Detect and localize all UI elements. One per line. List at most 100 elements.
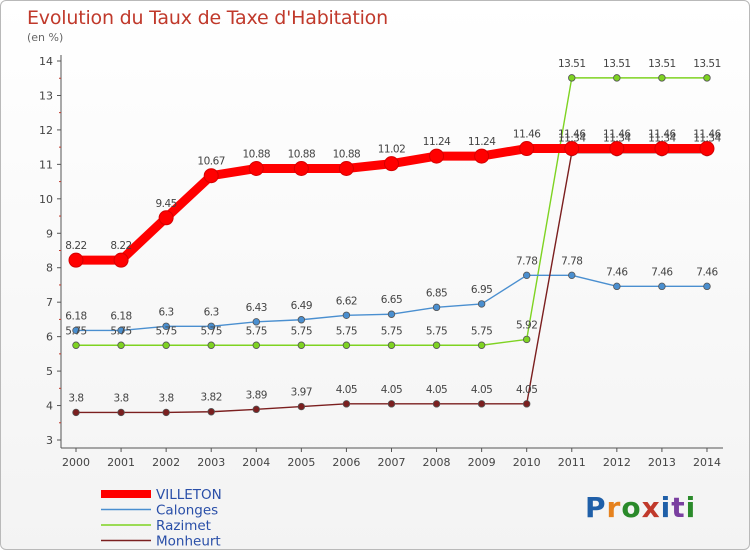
y-tick-label: 12 bbox=[39, 124, 53, 137]
data-point-razimet bbox=[613, 74, 621, 82]
data-point-razimet bbox=[523, 335, 531, 344]
data-label-monheurt: 11.34 bbox=[603, 133, 631, 145]
logo-letter: t bbox=[671, 491, 686, 524]
data-point-razimet bbox=[162, 341, 170, 349]
data-label-razimet: 5.75 bbox=[155, 325, 176, 337]
x-tick-label: 2014 bbox=[693, 456, 721, 469]
data-point-monheurt bbox=[117, 408, 125, 417]
logo-letter: o bbox=[621, 491, 642, 524]
data-label-monheurt: 4.05 bbox=[516, 384, 537, 396]
data-label-villeton: 11.46 bbox=[603, 129, 631, 141]
data-point-villeton bbox=[338, 160, 354, 176]
legend-label-monheurt: Monheurt bbox=[156, 534, 221, 550]
data-point-monheurt bbox=[342, 400, 351, 408]
data-point-calonges bbox=[432, 303, 441, 312]
data-label-calonges: 6.62 bbox=[336, 295, 357, 307]
data-point-villeton bbox=[699, 141, 715, 157]
data-label-calonges: 6.18 bbox=[65, 310, 86, 322]
x-tick-label: 2000 bbox=[62, 456, 90, 469]
data-label-calonges: 7.46 bbox=[651, 266, 673, 278]
data-label-razimet: 5.75 bbox=[246, 325, 267, 337]
data-point-calonges bbox=[162, 322, 170, 330]
data-label-razimet: 13.51 bbox=[648, 58, 676, 70]
data-label-razimet: 13.51 bbox=[558, 58, 586, 70]
data-point-calonges bbox=[613, 282, 621, 291]
x-tick-label: 2001 bbox=[107, 456, 135, 469]
data-point-calonges bbox=[342, 311, 351, 319]
data-point-villeton bbox=[609, 141, 625, 157]
data-label-calonges: 6.3 bbox=[159, 306, 174, 318]
data-label-villeton: 8.22 bbox=[65, 240, 86, 252]
data-point-razimet bbox=[297, 341, 306, 349]
legend-label-razimet: Razimet bbox=[156, 518, 211, 534]
x-tick-label: 2002 bbox=[152, 456, 180, 469]
data-label-monheurt: 3.8 bbox=[68, 392, 83, 404]
data-label-calonges: 6.85 bbox=[426, 287, 447, 299]
logo-letter: i bbox=[685, 491, 697, 524]
x-tick-label: 2007 bbox=[377, 456, 405, 469]
data-point-villeton bbox=[158, 210, 174, 226]
data-label-monheurt: 4.05 bbox=[426, 384, 447, 396]
data-label-villeton: 11.46 bbox=[648, 129, 676, 141]
data-point-calonges bbox=[477, 300, 486, 308]
proxiti-logo: Proxiti bbox=[585, 491, 696, 524]
x-tick-label: 2004 bbox=[242, 456, 270, 469]
y-tick-label: 3 bbox=[46, 434, 53, 447]
data-point-razimet bbox=[658, 74, 666, 82]
data-label-villeton: 11.46 bbox=[558, 129, 586, 141]
data-point-calonges bbox=[207, 322, 215, 330]
data-point-monheurt bbox=[523, 400, 531, 408]
data-label-villeton: 8.22 bbox=[110, 240, 131, 252]
data-label-calonges: 6.65 bbox=[381, 294, 402, 306]
data-label-villeton: 10.67 bbox=[197, 156, 225, 168]
data-label-calonges: 7.46 bbox=[696, 266, 718, 278]
y-tick-label: 5 bbox=[46, 365, 53, 378]
data-point-calonges bbox=[568, 271, 576, 280]
data-point-calonges bbox=[523, 271, 531, 280]
logo-letter: P bbox=[585, 491, 607, 524]
data-label-villeton: 9.45 bbox=[155, 198, 176, 210]
logo-letter: i bbox=[660, 491, 672, 524]
data-label-razimet: 5.75 bbox=[201, 325, 222, 337]
data-label-villeton: 10.88 bbox=[288, 148, 316, 160]
data-label-villeton: 10.88 bbox=[242, 148, 270, 160]
data-point-razimet bbox=[117, 341, 125, 349]
data-point-villeton bbox=[429, 148, 445, 164]
data-label-razimet: 13.51 bbox=[603, 58, 631, 70]
data-point-razimet bbox=[568, 74, 576, 82]
data-label-monheurt: 11.34 bbox=[693, 133, 721, 145]
legend-label-villeton: VILLETON bbox=[156, 487, 222, 503]
y-tick-label: 8 bbox=[46, 262, 53, 275]
data-point-villeton bbox=[654, 141, 670, 157]
data-label-calonges: 6.43 bbox=[246, 302, 267, 314]
data-point-calonges bbox=[252, 318, 260, 326]
data-label-calonges: 6.49 bbox=[291, 300, 312, 312]
y-tick-label: 6 bbox=[46, 331, 53, 344]
data-label-monheurt: 3.82 bbox=[201, 392, 222, 404]
chart-title: Evolution du Taux de Taxe d'Habitation bbox=[27, 7, 388, 29]
y-tick-label: 4 bbox=[46, 400, 53, 413]
series-line-monheurt bbox=[75, 151, 708, 414]
data-label-villeton: 11.02 bbox=[378, 144, 406, 156]
chart-subtitle: (en %) bbox=[27, 31, 64, 44]
data-label-razimet: 5.75 bbox=[381, 325, 402, 337]
data-label-monheurt: 11.34 bbox=[558, 133, 586, 145]
data-point-villeton bbox=[68, 252, 84, 268]
data-point-monheurt bbox=[252, 405, 260, 414]
data-label-razimet: 5.75 bbox=[110, 325, 131, 337]
data-point-monheurt bbox=[162, 408, 170, 417]
data-point-villeton bbox=[293, 160, 309, 176]
data-point-calonges bbox=[117, 326, 125, 335]
data-label-razimet: 13.51 bbox=[693, 58, 721, 70]
x-tick-label: 2013 bbox=[648, 456, 676, 469]
data-label-calonges: 7.78 bbox=[561, 255, 582, 267]
data-label-calonges: 7.78 bbox=[516, 255, 537, 267]
data-label-razimet: 5.75 bbox=[336, 325, 357, 337]
y-tick-label: 7 bbox=[46, 296, 53, 309]
data-point-villeton bbox=[203, 168, 219, 184]
data-point-calonges bbox=[297, 316, 306, 324]
data-label-monheurt: 11.34 bbox=[648, 133, 676, 145]
y-tick-label: 10 bbox=[39, 193, 53, 206]
